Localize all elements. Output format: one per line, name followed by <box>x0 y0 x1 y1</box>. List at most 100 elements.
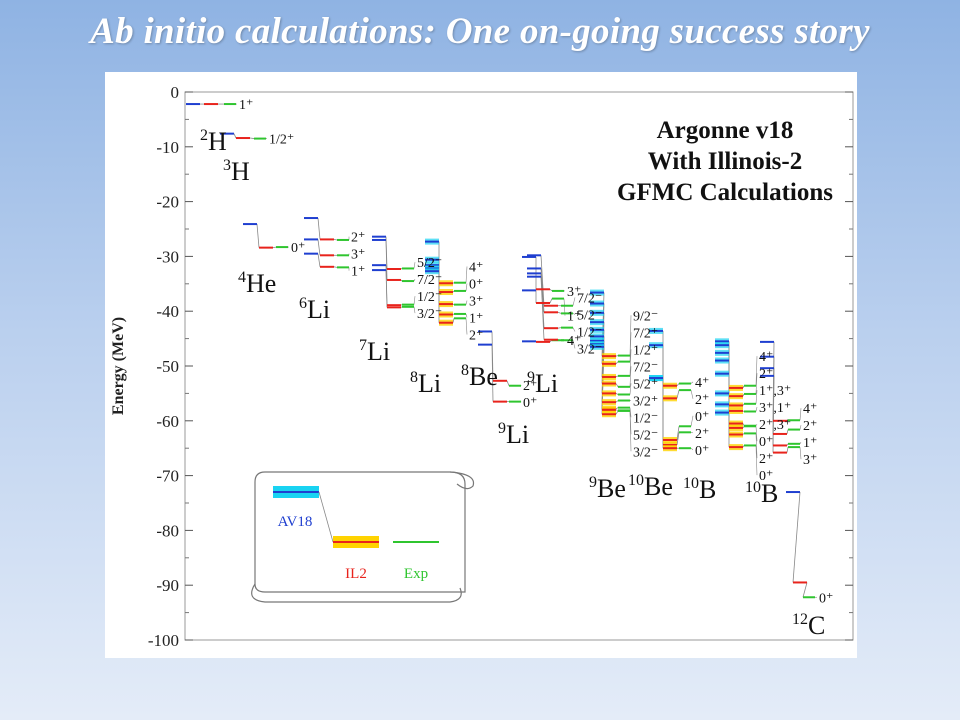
level-connector <box>385 239 388 280</box>
spin-parity-label: 3⁺,1⁺ <box>759 401 791 416</box>
label-leader <box>755 390 758 404</box>
spin-parity-label: 2⁺ <box>351 231 365 246</box>
label-leader <box>799 408 802 421</box>
level-connector <box>742 403 745 406</box>
label-leader <box>572 297 576 306</box>
level-connector <box>452 313 455 315</box>
nucleus-label: 9Li <box>498 420 529 449</box>
spin-parity-label: 3/2⁻ <box>633 445 658 460</box>
label-leader <box>629 349 632 376</box>
label-leader <box>755 433 758 459</box>
level-layer <box>186 103 815 599</box>
energy-level-chart: 0 -10 -20 -30 -40 -50 -60 -70 -80 -90 -100 Energy (… <box>110 83 854 650</box>
level-connector <box>317 239 321 256</box>
label-leader <box>413 278 416 282</box>
level-connector <box>557 327 562 329</box>
level-connector <box>615 410 619 415</box>
legend-connector <box>318 491 334 543</box>
label-leader <box>629 332 632 362</box>
label-leader <box>755 407 758 412</box>
level-connector <box>400 304 403 306</box>
level-connector <box>676 432 680 445</box>
level-connector <box>256 224 260 248</box>
level-connector <box>540 276 545 340</box>
y-tick-label: -40 <box>156 302 179 321</box>
spin-parity-label: 4⁺ <box>695 376 709 391</box>
label-leader <box>413 296 416 305</box>
level-connector <box>742 433 745 435</box>
label-leader <box>465 313 468 318</box>
label-leader <box>413 262 416 269</box>
spin-parity-label: 7/2⁻ <box>633 360 658 375</box>
level-connector <box>786 419 789 422</box>
nucleus-label: 9Li <box>527 369 558 398</box>
spin-parity-label: 2⁺ <box>759 367 773 382</box>
legend-il2-label: IL2 <box>345 566 367 582</box>
level-connector <box>233 133 237 139</box>
spin-parity-label: 3⁺ <box>351 248 365 263</box>
spin-parity-label: 7/2⁻ <box>417 273 442 288</box>
nucleus-label: 10B <box>683 475 716 504</box>
level-connector <box>802 582 808 598</box>
label-leader <box>690 381 694 384</box>
spin-parity-label: 0⁺ <box>695 410 709 425</box>
spin-parity-label: 3/2⁺ <box>633 394 658 409</box>
label-leader <box>755 356 758 386</box>
nucleus-label: 2H <box>200 127 227 156</box>
legend-av18-label: AV18 <box>278 514 313 530</box>
level-connector <box>506 380 510 386</box>
spin-parity-label: 3⁺ <box>469 295 483 310</box>
label-leader <box>690 432 694 434</box>
level-connector <box>742 423 745 426</box>
spin-parity-label: 1⁺,3⁺ <box>759 384 791 399</box>
level-connector <box>615 407 619 410</box>
label-leader <box>629 366 632 387</box>
level-connector <box>557 311 562 314</box>
level-connector <box>792 492 801 583</box>
label-leader <box>755 373 758 394</box>
level-connector <box>742 410 745 412</box>
level-connector <box>333 239 338 241</box>
level-connector <box>272 246 277 249</box>
y-tick-label: -100 <box>148 631 179 650</box>
label-leader <box>629 410 632 452</box>
legend-exp-label: Exp <box>404 566 428 582</box>
legend-scroll-curl <box>449 471 475 490</box>
level-connector <box>452 303 455 305</box>
nucleus-label: 12C <box>792 611 825 640</box>
y-tick-label: -20 <box>156 193 179 212</box>
spin-parity-label: 0⁺ <box>695 444 709 459</box>
chart-title-block: Argonne v18 With Illinois-2 GFMC Calculati… <box>617 117 833 206</box>
spin-parity-label: 0⁺ <box>291 241 305 256</box>
y-tick-label: -70 <box>156 467 179 486</box>
label-leader <box>572 327 576 332</box>
chart-title-line: With Illinois-2 <box>648 148 802 175</box>
spin-parity-label: 1⁺ <box>803 436 817 451</box>
chart-panel: 0 -10 -20 -30 -40 -50 -60 -70 -80 -90 -100 Energy (… <box>105 72 857 658</box>
level-connector <box>742 393 745 397</box>
label-leader <box>755 445 758 476</box>
label-leader <box>572 313 576 315</box>
level-connector <box>786 447 789 453</box>
level-connector <box>786 443 789 446</box>
spin-parity-label: 4⁺ <box>567 334 581 349</box>
level-connector <box>549 288 553 292</box>
level-connector <box>549 298 553 304</box>
spin-parity-label: 1/2⁻ <box>417 290 442 305</box>
spin-parity-label: 0⁺ <box>523 396 537 411</box>
spin-parity-label: 5/2⁻ <box>417 256 442 271</box>
label-leader <box>413 306 416 314</box>
spin-parity-label: 5/2⁻ <box>577 308 602 323</box>
level-connector <box>742 426 745 429</box>
slide-title: Ab initio calculations: One on-going suc… <box>90 11 870 52</box>
legend-scroll-curl <box>251 583 462 603</box>
spin-parity-label: 5/2⁻ <box>633 428 658 443</box>
nucleus-label: 8Be <box>461 362 498 391</box>
nucleus-label: 8Li <box>410 369 441 398</box>
label-leader <box>690 447 694 451</box>
spin-parity-label: 2⁺ <box>695 393 709 408</box>
axis-layer: 0 -10 -20 -30 -40 -50 -60 -70 -80 -90 -100 Energy (… <box>110 83 854 650</box>
level-connector <box>317 253 321 267</box>
level-connector <box>772 375 775 453</box>
nucleus-label: 10B <box>745 479 778 508</box>
